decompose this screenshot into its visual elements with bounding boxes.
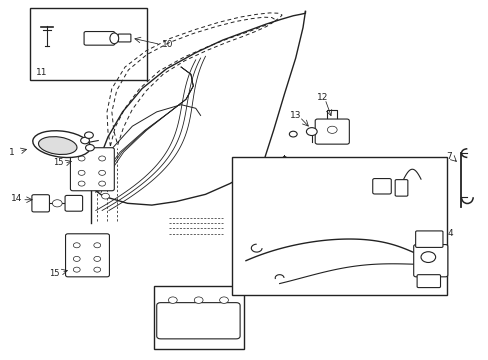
- Circle shape: [52, 200, 62, 207]
- Circle shape: [420, 252, 435, 262]
- Circle shape: [73, 243, 80, 248]
- Circle shape: [289, 131, 297, 137]
- Text: 5: 5: [254, 197, 260, 206]
- FancyBboxPatch shape: [394, 180, 407, 196]
- Circle shape: [73, 256, 80, 261]
- FancyBboxPatch shape: [65, 234, 109, 277]
- FancyBboxPatch shape: [372, 179, 390, 194]
- Bar: [154, 286, 244, 348]
- Bar: [232, 157, 446, 295]
- Bar: [30, 8, 147, 80]
- Circle shape: [102, 177, 109, 183]
- Text: 4: 4: [447, 229, 452, 238]
- Circle shape: [99, 170, 105, 175]
- Circle shape: [168, 297, 177, 303]
- Text: 3: 3: [281, 156, 287, 165]
- Ellipse shape: [39, 137, 77, 154]
- Circle shape: [194, 297, 203, 303]
- Circle shape: [84, 132, 93, 138]
- Circle shape: [94, 267, 101, 272]
- Text: 14: 14: [11, 194, 22, 203]
- Text: 10: 10: [161, 40, 173, 49]
- FancyBboxPatch shape: [32, 195, 49, 212]
- FancyBboxPatch shape: [157, 303, 240, 339]
- Circle shape: [327, 126, 336, 134]
- Circle shape: [94, 243, 101, 248]
- Circle shape: [219, 297, 228, 303]
- Text: 13: 13: [289, 111, 301, 120]
- Circle shape: [73, 267, 80, 272]
- Text: 7: 7: [446, 152, 451, 161]
- Ellipse shape: [33, 131, 90, 158]
- FancyBboxPatch shape: [413, 244, 447, 277]
- Text: 11: 11: [36, 68, 48, 77]
- FancyBboxPatch shape: [416, 275, 440, 288]
- Circle shape: [78, 170, 85, 175]
- FancyBboxPatch shape: [65, 195, 82, 211]
- Text: 1: 1: [8, 148, 14, 157]
- Text: 15: 15: [49, 269, 60, 278]
- Text: 9: 9: [376, 167, 382, 176]
- Circle shape: [102, 157, 109, 163]
- Circle shape: [78, 156, 85, 161]
- Circle shape: [85, 144, 94, 151]
- Text: 15: 15: [53, 158, 63, 167]
- Ellipse shape: [110, 33, 119, 44]
- Circle shape: [102, 193, 109, 199]
- Text: 8: 8: [353, 167, 359, 176]
- FancyBboxPatch shape: [415, 231, 442, 247]
- Circle shape: [94, 256, 101, 261]
- FancyBboxPatch shape: [315, 119, 348, 144]
- Text: 12: 12: [316, 93, 327, 102]
- FancyBboxPatch shape: [84, 32, 115, 45]
- Text: 6: 6: [348, 211, 354, 220]
- FancyBboxPatch shape: [70, 148, 114, 191]
- Text: 2: 2: [155, 338, 161, 347]
- Circle shape: [306, 128, 317, 135]
- FancyBboxPatch shape: [118, 34, 131, 42]
- Circle shape: [99, 181, 105, 186]
- Circle shape: [78, 181, 85, 186]
- Circle shape: [81, 137, 89, 144]
- Circle shape: [99, 156, 105, 161]
